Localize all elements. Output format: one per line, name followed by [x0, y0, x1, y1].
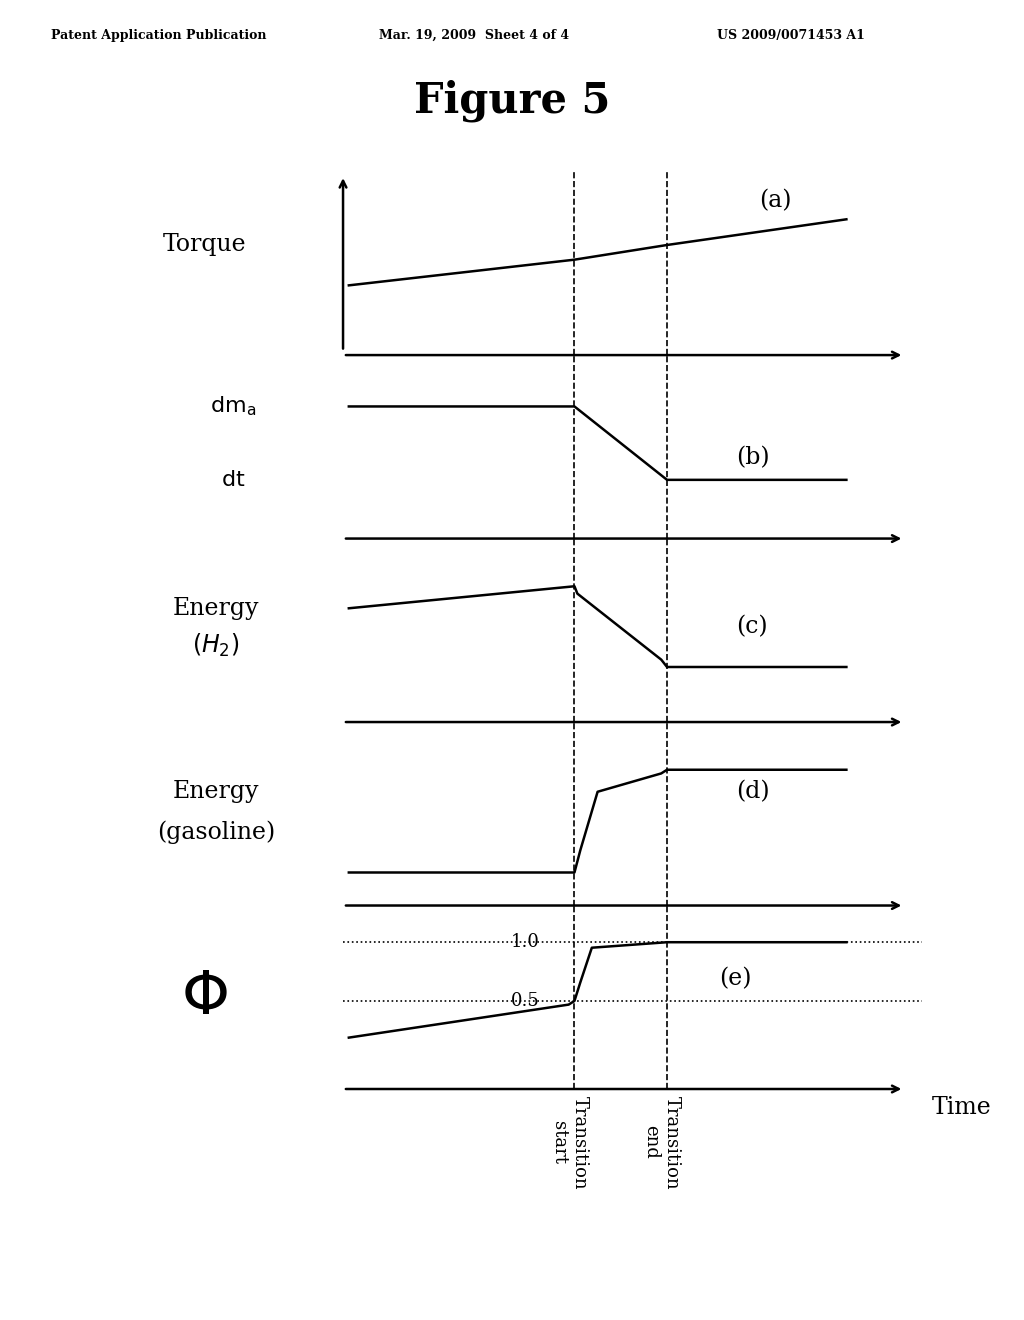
Text: Time: Time — [932, 1096, 991, 1118]
Text: 0.5: 0.5 — [511, 991, 540, 1010]
Text: (b): (b) — [736, 446, 770, 469]
Text: (c): (c) — [736, 615, 768, 638]
Text: Energy: Energy — [172, 780, 259, 804]
Text: Transition
end: Transition end — [642, 1096, 681, 1189]
Text: (gasoline): (gasoline) — [157, 820, 274, 843]
Text: Mar. 19, 2009  Sheet 4 of 4: Mar. 19, 2009 Sheet 4 of 4 — [379, 29, 569, 42]
Text: $\mathrm{dm_a}$: $\mathrm{dm_a}$ — [210, 395, 256, 418]
Text: (e): (e) — [719, 968, 752, 990]
Text: 1.0: 1.0 — [511, 933, 540, 952]
Text: Transition
start: Transition start — [550, 1096, 589, 1189]
Text: US 2009/0071453 A1: US 2009/0071453 A1 — [717, 29, 864, 42]
Text: $\mathrm{dt}$: $\mathrm{dt}$ — [221, 469, 246, 491]
Text: Energy: Energy — [172, 597, 259, 620]
Text: $\Phi$: $\Phi$ — [181, 968, 227, 1027]
Text: $(H_2)$: $(H_2)$ — [193, 631, 240, 659]
Text: (a): (a) — [760, 189, 793, 213]
Text: Patent Application Publication: Patent Application Publication — [51, 29, 266, 42]
Text: Torque: Torque — [163, 234, 246, 256]
Text: (d): (d) — [736, 780, 770, 804]
Text: Figure 5: Figure 5 — [414, 79, 610, 121]
